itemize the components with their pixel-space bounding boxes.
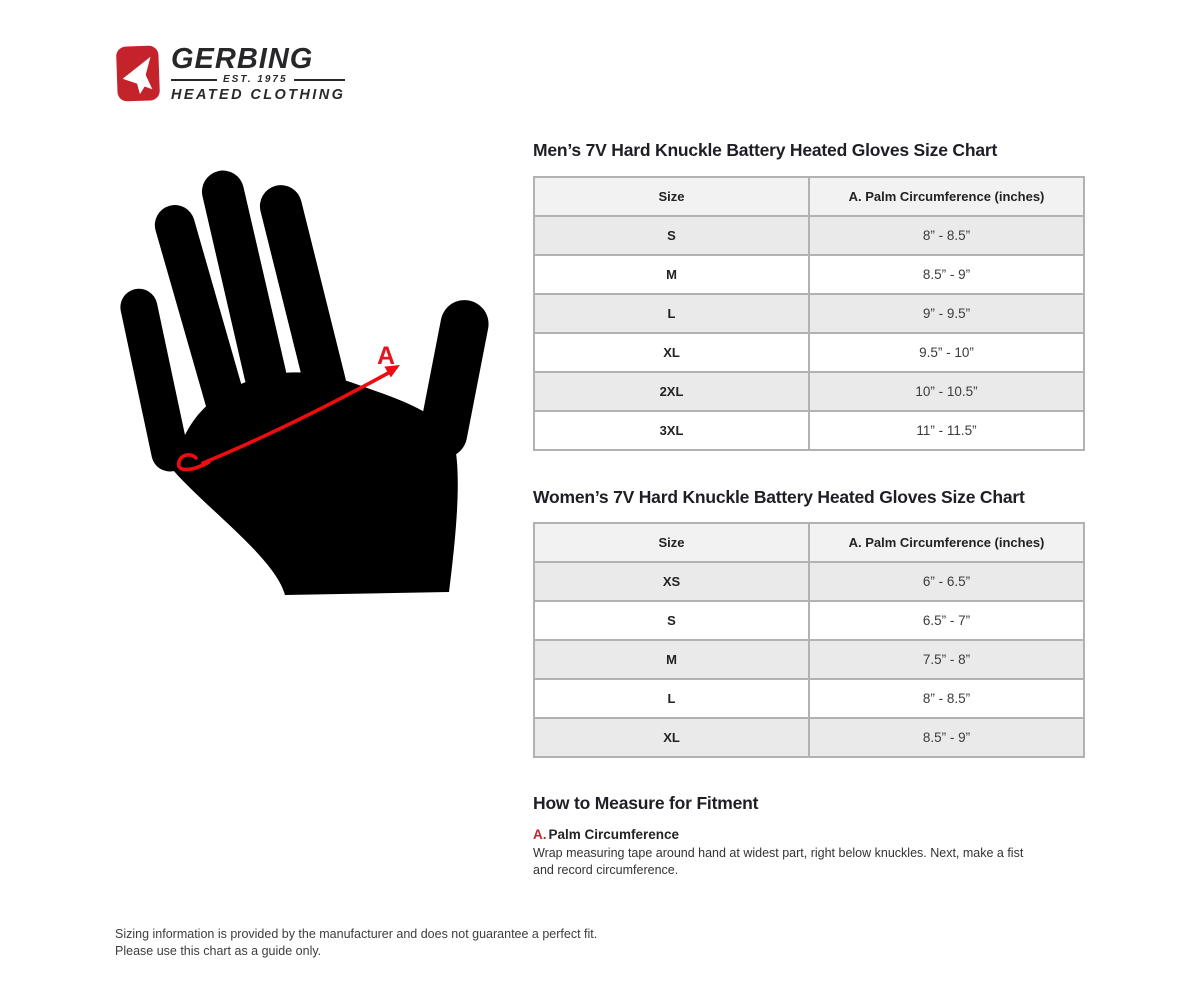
range-cell: 11” - 11.5”: [808, 410, 1085, 451]
mens-chart-title: Men’s 7V Hard Knuckle Battery Heated Glo…: [533, 140, 998, 160]
size-charts-content: Men’s 7V Hard Knuckle Battery Heated Glo…: [533, 140, 1085, 878]
brand-tagline: HEATED CLOTHING: [171, 87, 346, 103]
range-cell: 8.5” - 9”: [808, 254, 1085, 295]
range-cell: 6” - 6.5”: [808, 561, 1085, 602]
range-cell: 9” - 9.5”: [808, 293, 1085, 334]
disclaimer-line-1: Sizing information is provided by the ma…: [115, 927, 598, 941]
brand-est-row: EST. 1975: [171, 74, 346, 85]
mens-size-table: Size A. Palm Circumference (inches) S 8”…: [533, 176, 1085, 451]
gerbing-logo: GERBING EST. 1975 HEATED CLOTHING: [114, 43, 346, 104]
womens-chart-title: Women’s 7V Hard Knuckle Battery Heated G…: [533, 487, 1025, 507]
size-cell: 2XL: [533, 371, 810, 412]
measurement-arrow: [176, 369, 394, 472]
range-cell: 6.5” - 7”: [808, 600, 1085, 641]
column-header-palm-circumference: A. Palm Circumference (inches): [808, 522, 1085, 563]
range-cell: 8” - 8.5”: [808, 215, 1085, 256]
how-to-measure-section: How to Measure for Fitment A. Palm Circum…: [533, 793, 1085, 878]
brand-name: GERBING: [171, 43, 314, 75]
how-to-measure-title: How to Measure for Fitment: [533, 793, 759, 813]
gerbing-logo-icon: [116, 45, 160, 102]
size-cell: XL: [533, 332, 810, 373]
disclaimer: Sizing information is provided by the ma…: [115, 926, 597, 960]
measurement-a-label: A. Palm Circumference: [533, 827, 1085, 842]
measurement-label-a: A: [377, 342, 395, 370]
table-row: XL 9.5” - 10”: [533, 332, 1085, 373]
range-cell: 8.5” - 9”: [808, 717, 1085, 758]
measurement-description: Wrap measuring tape around hand at wides…: [533, 846, 1024, 877]
table-row: M 7.5” - 8”: [533, 639, 1085, 680]
table-row: 2XL 10” - 10.5”: [533, 371, 1085, 412]
table-row: S 8” - 8.5”: [533, 215, 1085, 256]
range-cell: 9.5” - 10”: [808, 332, 1085, 373]
size-cell: 3XL: [533, 410, 810, 451]
table-header-row: Size A. Palm Circumference (inches): [533, 176, 1085, 217]
size-cell: S: [533, 600, 810, 641]
table-row: M 8.5” - 9”: [533, 254, 1085, 295]
womens-size-table: Size A. Palm Circumference (inches) XS 6…: [533, 522, 1085, 758]
table-row: L 9” - 9.5”: [533, 293, 1085, 334]
brand-est: EST. 1975: [223, 74, 288, 85]
column-header-size: Size: [533, 522, 810, 563]
est-rule-left: [171, 78, 217, 81]
est-rule-right: [293, 78, 346, 81]
hand-measurement-diagram: A: [113, 160, 503, 610]
range-cell: 7.5” - 8”: [808, 639, 1085, 680]
table-row: XL 8.5” - 9”: [533, 717, 1085, 758]
column-header-palm-circumference: A. Palm Circumference (inches): [808, 176, 1085, 217]
table-row: 3XL 11” - 11.5”: [533, 410, 1085, 451]
range-cell: 8” - 8.5”: [808, 678, 1085, 719]
gerbing-logo-text: GERBING EST. 1975 HEATED CLOTHING: [171, 43, 346, 103]
table-row: L 8” - 8.5”: [533, 678, 1085, 719]
table-row: XS 6” - 6.5”: [533, 561, 1085, 602]
disclaimer-line-2: Please use this chart as a guide only.: [115, 944, 322, 958]
range-cell: 10” - 10.5”: [808, 371, 1085, 412]
size-cell: XS: [533, 561, 810, 602]
table-row: S 6.5” - 7”: [533, 600, 1085, 641]
size-cell: L: [533, 293, 810, 334]
size-cell: M: [533, 639, 810, 680]
arrowhead: [384, 365, 400, 378]
hand-silhouette: A: [120, 170, 489, 595]
size-cell: M: [533, 254, 810, 295]
size-cell: L: [533, 678, 810, 719]
size-cell: S: [533, 215, 810, 256]
measurement-letter: A.: [533, 827, 547, 842]
size-cell: XL: [533, 717, 810, 758]
measurement-name: Palm Circumference: [548, 827, 680, 842]
column-header-size: Size: [533, 176, 810, 217]
table-header-row: Size A. Palm Circumference (inches): [533, 522, 1085, 563]
